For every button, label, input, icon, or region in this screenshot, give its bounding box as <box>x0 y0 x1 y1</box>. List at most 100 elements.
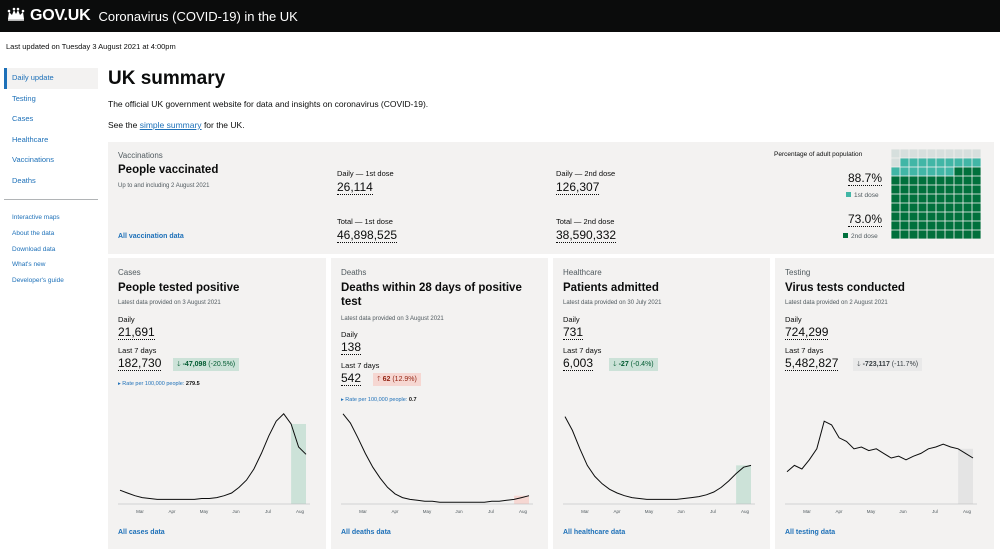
waffle-cell <box>945 194 954 203</box>
card-change-badge: 🡓 -27 (-0.4%) <box>609 358 658 371</box>
month-tick-label: May <box>645 509 654 514</box>
waffle-cell <box>945 167 954 176</box>
nav-healthcare[interactable]: Healthcare <box>12 134 49 144</box>
see-prefix: See the <box>108 120 138 130</box>
waffle-cell <box>954 158 963 167</box>
nav-vaccinations[interactable]: Vaccinations <box>12 155 54 164</box>
side-navigation: Daily update Testing Cases Healthcare Va… <box>4 68 98 289</box>
waffle-cell <box>909 203 918 212</box>
waffle-cell <box>936 158 945 167</box>
month-tick-label: Aug <box>741 509 750 514</box>
card-change-number: -27 <box>618 361 629 368</box>
waffle-cell <box>927 194 936 203</box>
waffle-cell <box>900 185 909 194</box>
card-week-value: 5,482,827 <box>785 356 839 371</box>
card-rate-toggle[interactable]: ▸ Rate per 100,000 people: 279.5 <box>118 381 200 387</box>
nav-developers-guide[interactable]: Developer's guide <box>12 277 64 285</box>
waffle-cell <box>918 221 927 230</box>
simple-summary-link[interactable]: simple summary <box>139 120 202 130</box>
card-caption: Testing <box>785 268 811 277</box>
card-provided-date: Latest data provided on 30 July 2021 <box>563 300 662 306</box>
first-dose-legend: 1st dose <box>846 192 879 199</box>
waffle-cell <box>891 149 900 158</box>
waffle-cell <box>909 212 918 221</box>
waffle-cell <box>954 176 963 185</box>
waffle-cell <box>891 176 900 185</box>
card-week-label: Last 7 days <box>563 346 602 355</box>
nav-whats-new[interactable]: What's new <box>12 261 46 269</box>
arrow-down-icon: 🡓 <box>613 361 617 368</box>
waffle-cell <box>891 158 900 167</box>
waffle-cell <box>954 194 963 203</box>
waffle-cell <box>891 185 900 194</box>
all-vaccination-data-link[interactable]: All vaccination data <box>118 233 184 240</box>
waffle-cell <box>927 230 936 239</box>
waffle-cell <box>927 167 936 176</box>
waffle-cell <box>891 203 900 212</box>
testing-chart: Mar Apr May Jun Jul Aug <box>785 420 977 514</box>
waffle-cell <box>954 230 963 239</box>
waffle-cell <box>963 149 972 158</box>
waffle-cell <box>954 221 963 230</box>
daily-first-dose-label: Daily — 1st dose <box>337 169 394 178</box>
month-tick-label: Apr <box>613 509 621 514</box>
month-tick-label: May <box>423 509 432 514</box>
govuk-logo[interactable]: GOV.UK <box>30 7 91 24</box>
card-rate-label: ▸ Rate per 100,000 people: <box>341 397 408 403</box>
card-caption: Deaths <box>341 268 367 277</box>
card-rate-value: 0.7 <box>408 397 417 403</box>
waffle-cell <box>936 212 945 221</box>
card-week-label: Last 7 days <box>785 346 824 355</box>
total-first-dose-value: 46,898,525 <box>337 228 398 243</box>
waffle-cell <box>918 185 927 194</box>
waffle-cell <box>900 194 909 203</box>
waffle-cell <box>909 194 918 203</box>
waffle-cell <box>891 212 900 221</box>
cases-card: Cases People tested positive Latest data… <box>108 258 326 549</box>
nav-testing[interactable]: Testing <box>12 93 36 103</box>
nav-deaths[interactable]: Deaths <box>12 175 36 185</box>
card-daily-value: 731 <box>563 325 584 340</box>
all-healthcare-data-link[interactable]: All healthcare data <box>563 529 626 536</box>
card-provided-date: Latest data provided on 3 August 2021 <box>341 316 444 322</box>
all-deaths-data-link[interactable]: All deaths data <box>341 529 391 536</box>
nav-daily-update[interactable]: Daily update <box>4 68 98 89</box>
card-week-value: 6,003 <box>563 356 594 371</box>
waffle-cell <box>927 221 936 230</box>
waffle-cell <box>972 230 981 239</box>
month-tick-label: Jul <box>710 509 716 514</box>
card-rate-toggle[interactable]: ▸ Rate per 100,000 people: 0.7 <box>341 397 417 403</box>
waffle-cell <box>927 158 936 167</box>
all-testing-data-link[interactable]: All testing data <box>785 529 836 536</box>
cases-chart: Mar Apr May Jun Jul Aug <box>118 413 310 514</box>
nav-about-data[interactable]: About the data <box>12 229 55 237</box>
nav-interactive-maps[interactable]: Interactive maps <box>12 214 60 221</box>
month-tick-label: Jun <box>232 509 240 514</box>
nav-download-data[interactable]: Download data <box>12 245 56 253</box>
nav-cases[interactable]: Cases <box>12 114 34 123</box>
waffle-cell <box>936 167 945 176</box>
card-change-percent: (12.9%) <box>392 376 417 383</box>
waffle-cell <box>936 230 945 239</box>
waffle-cell <box>909 167 918 176</box>
card-daily-value: 21,691 <box>118 325 155 340</box>
waffle-cell <box>945 230 954 239</box>
total-first-dose-label: Total — 1st dose <box>337 217 393 226</box>
daily-second-dose-value: 126,307 <box>556 180 600 195</box>
trend-line <box>786 420 974 473</box>
waffle-cell <box>918 203 927 212</box>
waffle-cell <box>936 194 945 203</box>
card-change-badge: 🡑 62 (12.9%) <box>373 373 421 386</box>
waffle-cell <box>963 221 972 230</box>
waffle-cell <box>963 158 972 167</box>
waffle-cell <box>972 203 981 212</box>
last-updated: Last updated on Tuesday 3 August 2021 at… <box>6 42 176 51</box>
second-dose-legend-label: 2nd dose <box>851 233 878 240</box>
vaccinations-caption: Vaccinations <box>118 151 163 160</box>
header-bar: GOV.UK Coronavirus (COVID-19) in the UK <box>0 0 1000 32</box>
waffle-cell <box>909 230 918 239</box>
all-cases-data-link[interactable]: All cases data <box>118 529 165 536</box>
waffle-cell <box>945 185 954 194</box>
service-name[interactable]: Coronavirus (COVID-19) in the UK <box>98 8 298 24</box>
waffle-cell <box>927 203 936 212</box>
